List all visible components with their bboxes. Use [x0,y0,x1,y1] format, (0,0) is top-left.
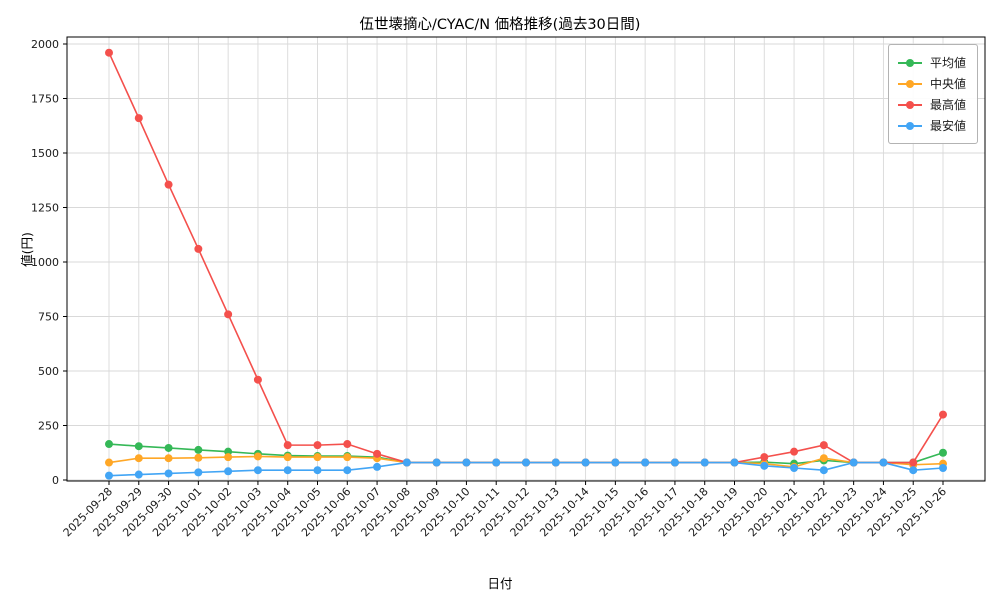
legend-marker [897,121,922,130]
svg-text:1500: 1500 [31,147,59,160]
data-point [611,458,620,467]
data-point [939,448,947,457]
gridlines [67,37,985,481]
data-point [105,471,113,480]
legend-marker [897,58,922,67]
data-point [343,453,352,462]
data-point [134,442,143,451]
data-point [492,458,501,467]
svg-text:500: 500 [38,365,59,378]
data-point [700,458,709,467]
data-point [134,470,143,479]
svg-text:250: 250 [38,420,59,433]
data-point [134,454,143,463]
data-point [939,410,947,419]
series-3 [105,458,947,480]
data-point [760,461,769,470]
data-point [581,458,590,467]
data-point [283,466,292,475]
data-point [253,452,262,461]
x-axis-title: 日付 [487,576,513,591]
data-point [849,458,858,467]
data-point [462,458,471,467]
data-point [164,443,173,452]
x-tick-labels: 2025-09-282025-09-292025-09-302025-10-01… [61,485,949,539]
data-point [105,440,113,449]
legend-marker [897,100,922,109]
data-point [879,458,888,467]
data-point [432,458,441,467]
svg-text:750: 750 [38,311,59,324]
data-point [194,445,203,454]
legend-label: 最安値 [929,119,966,133]
data-point [194,453,203,462]
data-point [819,441,828,450]
data-point [194,244,203,253]
data-point [819,466,828,475]
tick-marks [63,43,944,485]
data-point [939,464,947,473]
legend-item: 最高値 [897,94,966,115]
data-point [670,458,679,467]
data-point [790,464,799,473]
legend-label: 中央値 [929,77,966,91]
data-point [313,466,322,475]
data-point [194,468,203,477]
data-point [730,458,739,467]
data-point [283,441,292,450]
data-point [164,454,173,463]
data-point [134,114,143,123]
data-point [343,440,352,449]
data-point [164,180,173,189]
data-point [105,48,113,57]
data-point [313,441,322,450]
legend-item: 中央値 [897,73,966,94]
data-point [402,458,411,467]
legend-marker-dot [905,121,914,130]
data-point [641,458,650,467]
legend-label: 最高値 [929,98,966,112]
data-point [224,453,233,462]
data-point [819,454,828,463]
legend-item: 平均値 [897,52,966,73]
legend-marker-dot [905,58,914,67]
data-point [790,447,799,456]
svg-text:1000: 1000 [31,256,59,269]
legend-marker-dot [905,100,914,109]
data-point [224,310,233,319]
data-point [760,453,769,462]
chart-title: 伍世壊摘心/CYAC/N 価格推移(過去30日間) [359,17,641,33]
data-point [283,453,292,462]
data-point [164,469,173,478]
data-point [373,462,382,471]
legend-label: 平均値 [929,56,966,70]
data-point [253,466,262,475]
y-tick-labels: 0 250 500 750 1000 1250 1500 1750 2000 [31,38,59,487]
svg-text:0: 0 [52,474,59,487]
data-point [105,458,113,467]
data-point [551,458,560,467]
svg-text:2000: 2000 [31,38,59,51]
svg-text:1750: 1750 [31,93,59,106]
data-point [253,375,262,384]
legend-item: 最安値 [897,115,966,136]
data-point [909,458,918,467]
legend: 平均値中央値最高値最安値 [887,44,978,144]
data-point [313,453,322,462]
data-point [224,467,233,476]
svg-text:1250: 1250 [31,202,59,215]
data-point [343,466,352,475]
legend-marker [897,79,922,88]
legend-marker-dot [905,79,914,88]
data-point [373,449,382,458]
data-point [909,466,918,475]
data-point [522,458,530,467]
